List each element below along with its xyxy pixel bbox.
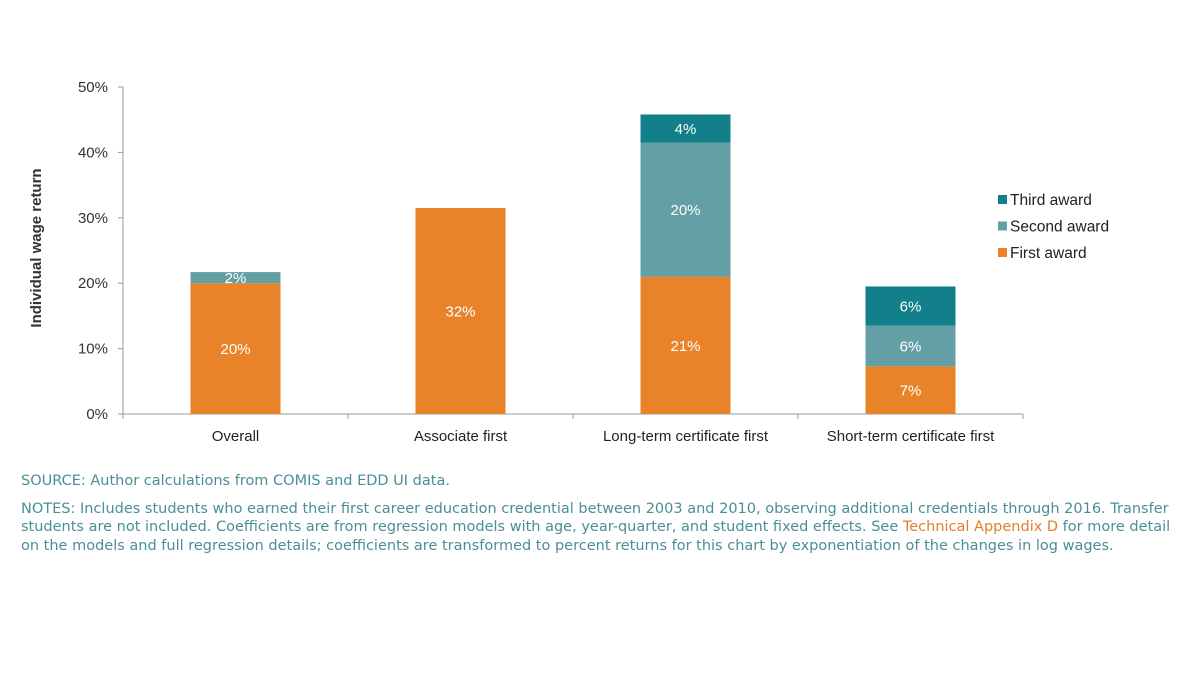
bar-segment [415, 207, 506, 414]
data-label: 7% [900, 383, 922, 400]
notes-text: NOTES: Includes students who earned thei… [21, 500, 1171, 556]
data-label: 21% [670, 338, 700, 355]
legend-swatch [998, 221, 1007, 231]
bar-segment [865, 366, 956, 414]
legend-swatch [998, 195, 1007, 204]
stacked-bar-chart: Individual wage return 0% 10% 20% 30% 40% 50%… [28, 79, 1109, 445]
y-tick-label: 40% [78, 144, 108, 161]
bar-segment [865, 286, 956, 326]
legend-label: Third award [1010, 192, 1092, 209]
bar-segment [190, 283, 281, 414]
y-tick-label: 30% [78, 210, 108, 227]
y-tick-label: 50% [78, 79, 108, 96]
x-tick-label: Short-term certificate first [827, 428, 995, 445]
x-tick-label: Associate first [414, 428, 508, 445]
bar-segment [640, 276, 731, 414]
bar-segment [640, 114, 731, 143]
notes-text-before: NOTES: Includes students who earned thei… [21, 500, 1169, 536]
y-tick-label: 20% [78, 275, 108, 292]
y-axis-label: Individual wage return [28, 168, 45, 327]
data-label: 32% [445, 303, 475, 320]
x-tick-label: Long-term certificate first [603, 428, 769, 445]
bar-segment [865, 325, 956, 367]
data-label: 4% [675, 121, 697, 138]
legend-label: First award [1010, 245, 1087, 262]
y-tick-label: 10% [78, 341, 108, 358]
legend-swatch [998, 248, 1007, 257]
data-label: 6% [900, 338, 922, 355]
data-label: 2% [225, 270, 247, 287]
x-tick-label: Overall [212, 428, 260, 445]
technical-appendix-link[interactable]: Technical Appendix D [902, 519, 1059, 535]
legend-label: Second award [1010, 219, 1109, 236]
data-label: 6% [900, 299, 922, 316]
notes-text-after: for more detail on the models and full r… [21, 519, 1171, 554]
y-tick-label: 0% [86, 406, 108, 423]
data-label: 20% [220, 341, 250, 358]
bar-segment [190, 272, 281, 284]
chart-notes: SOURCE: Author calculations from COMIS a… [21, 472, 1171, 555]
source-note: SOURCE: Author calculations from COMIS a… [21, 473, 450, 489]
data-label: 20% [670, 202, 700, 219]
bar-segment [640, 142, 731, 277]
